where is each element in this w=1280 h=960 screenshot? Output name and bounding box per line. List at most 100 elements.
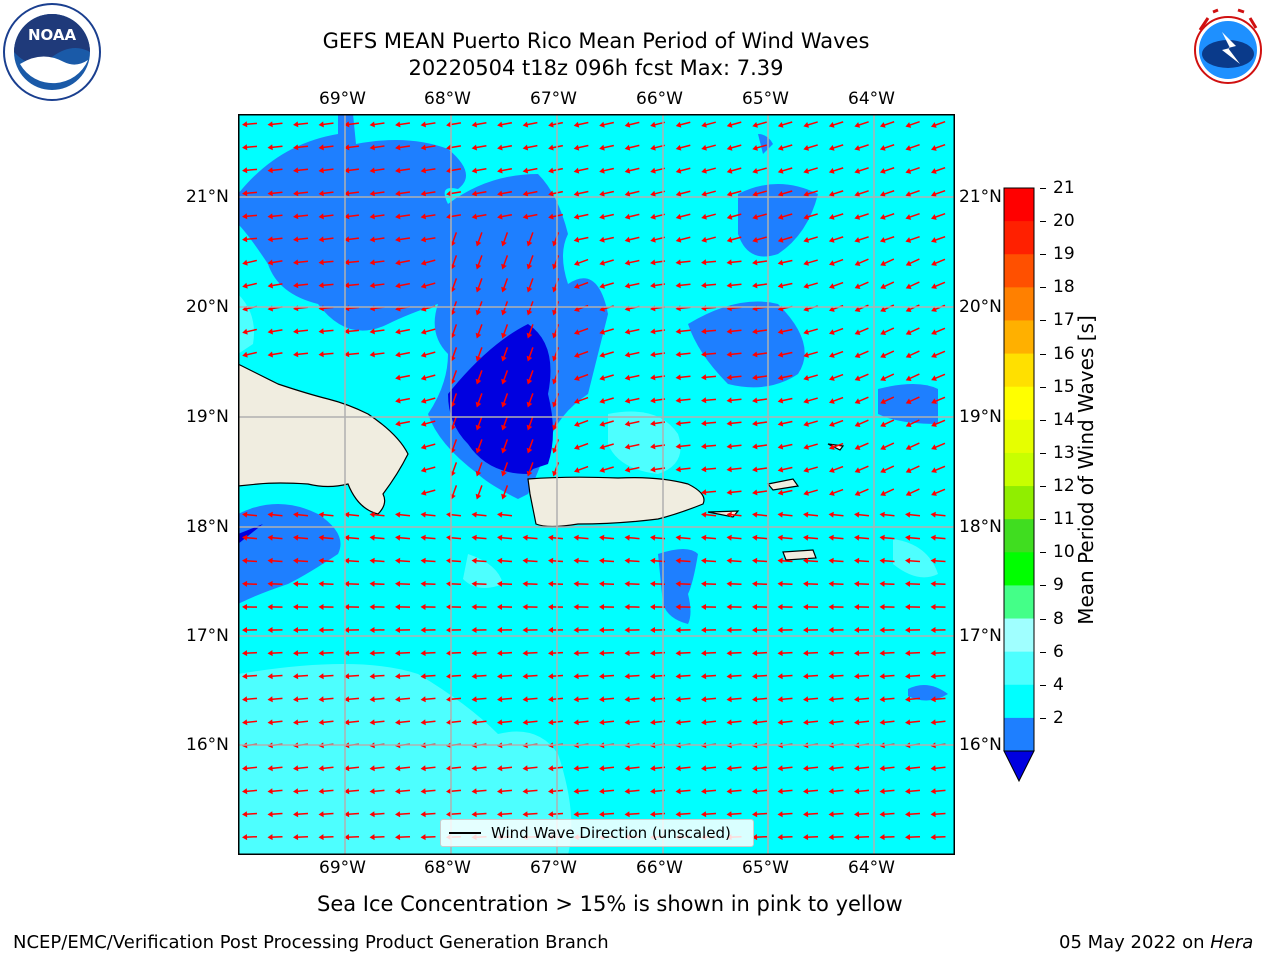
wave-direction-arrow: [242, 627, 258, 634]
wave-direction-arrow: [475, 278, 483, 293]
wave-direction-arrow: [828, 696, 844, 703]
wave-direction-arrow: [905, 603, 921, 610]
wave-direction-arrow: [420, 236, 436, 243]
wave-direction-arrow: [420, 719, 436, 726]
wave-direction-arrow: [497, 121, 513, 128]
lon-tick-top-64w: 64°W: [848, 89, 895, 109]
wave-direction-arrow: [242, 534, 258, 541]
wave-direction-arrow: [471, 121, 487, 128]
wave-direction-arrow: [828, 258, 844, 266]
wave-direction-arrow: [599, 328, 614, 335]
wave-direction-arrow: [854, 603, 870, 610]
wave-direction-arrow: [293, 603, 309, 610]
wave-direction-arrow: [854, 696, 870, 703]
wave-direction-arrow: [420, 282, 436, 289]
wave-direction-arrow: [395, 557, 411, 564]
wave-direction-arrow: [420, 213, 436, 220]
wave-direction-arrow: [675, 443, 691, 450]
wave-direction-arrow: [905, 488, 920, 496]
wave-direction-arrow: [701, 534, 717, 541]
wave-direction-arrow: [752, 557, 768, 564]
wave-direction-arrow: [675, 259, 691, 266]
wave-direction-arrow: [675, 397, 691, 404]
wave-direction-arrow: [931, 373, 946, 381]
colorbar-tick-label: 12: [1053, 476, 1075, 497]
wave-direction-arrow: [522, 696, 538, 703]
wave-direction-arrow: [624, 259, 640, 266]
wave-direction-arrow: [879, 811, 895, 818]
wave-direction-arrow: [854, 373, 869, 381]
wave-direction-arrow: [854, 557, 870, 564]
wave-direction-arrow: [675, 213, 691, 220]
wave-direction-arrow: [854, 765, 870, 772]
wave-direction-arrow: [726, 811, 742, 818]
wave-direction-arrow: [879, 834, 895, 841]
wave-direction-arrow: [318, 259, 334, 266]
wave-direction-arrow: [446, 650, 462, 657]
wave-direction-arrow: [501, 347, 509, 362]
wave-direction-arrow: [905, 281, 920, 289]
wave-direction-arrow: [599, 534, 615, 541]
lon-tick-top-67w: 67°W: [530, 89, 577, 109]
wave-direction-arrow: [344, 190, 360, 197]
colorbar-swatch: [1004, 419, 1034, 454]
wave-direction-arrow: [267, 351, 283, 358]
colorbar-label: Mean Period of Wind Waves [s]: [1074, 315, 1098, 625]
wave-direction-arrow: [675, 466, 691, 473]
wave-direction-arrow: [828, 167, 844, 174]
wave-direction-arrow: [803, 673, 819, 680]
wave-direction-arrow: [420, 627, 436, 634]
wave-direction-arrow: [624, 650, 640, 657]
wave-direction-arrow: [344, 511, 360, 518]
lat-tick-left-18n: 18°N: [186, 517, 229, 537]
wave-direction-arrow: [624, 236, 640, 243]
wave-direction-arrow: [675, 420, 691, 427]
wave-direction-arrow: [905, 580, 921, 587]
wave-direction-arrow: [599, 696, 615, 703]
wave-direction-arrow: [701, 511, 717, 518]
colorbar-tick-label: 2: [1053, 707, 1064, 728]
wave-direction-arrow: [446, 580, 462, 587]
wave-direction-arrow: [624, 167, 640, 174]
wave-direction-arrow: [318, 167, 334, 174]
wave-direction-arrow: [624, 534, 640, 541]
wave-direction-arrow: [293, 190, 309, 197]
wave-direction-arrow: [931, 281, 946, 289]
wave-direction-arrow: [446, 788, 462, 795]
wave-direction-arrow: [624, 282, 640, 289]
wave-direction-arrow: [369, 811, 385, 818]
wave-direction-arrow: [624, 374, 640, 381]
wave-direction-arrow: [318, 282, 334, 289]
wave-direction-arrow: [777, 834, 793, 841]
colorbar-tick-label: 20: [1053, 211, 1075, 232]
wave-direction-arrow: [701, 650, 717, 657]
wave-direction-arrow: [905, 465, 920, 473]
wave-direction-arrow: [905, 719, 921, 726]
wave-direction-arrow: [420, 489, 436, 496]
wave-direction-arrow: [573, 350, 589, 358]
wave-direction-arrow: [420, 328, 436, 335]
wave-direction-arrow: [854, 627, 870, 634]
wave-direction-arrow: [446, 121, 462, 128]
wave-direction-arrow: [701, 811, 717, 818]
wave-direction-arrow: [726, 466, 742, 473]
wave-direction-arrow: [777, 603, 793, 610]
wave-direction-arrow: [573, 673, 589, 680]
wave-direction-arrow: [675, 167, 691, 174]
wave-direction-arrow: [497, 190, 513, 197]
wave-direction-arrow: [828, 373, 844, 381]
wave-direction-arrow: [475, 393, 483, 408]
wave-direction-arrow: [726, 259, 742, 266]
lon-tick-top-66w: 66°W: [636, 89, 683, 109]
wave-direction-arrow: [369, 673, 385, 680]
wave-direction-arrow: [369, 650, 385, 657]
wave-direction-arrow: [471, 603, 487, 610]
wave-direction-arrow: [905, 765, 921, 772]
wave-direction-arrow: [318, 673, 334, 680]
wave-direction-arrow: [701, 765, 717, 772]
wave-direction-arrow: [803, 466, 818, 473]
wave-direction-arrow: [803, 788, 819, 795]
wave-direction-arrow: [475, 462, 483, 477]
wave-direction-arrow: [267, 788, 283, 795]
wave-direction-arrow: [879, 696, 895, 703]
